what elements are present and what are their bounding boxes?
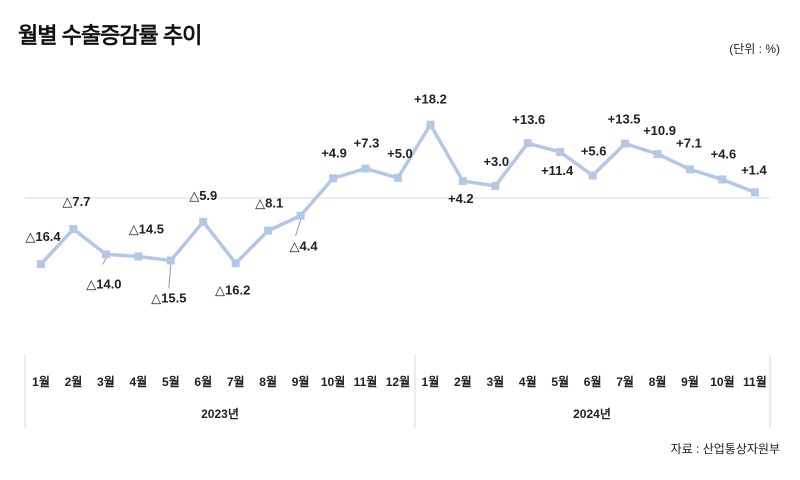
data-label: +5.6: [581, 143, 607, 158]
x-tick-label: 11월: [743, 374, 767, 389]
data-point: [361, 164, 370, 173]
data-point: [621, 139, 630, 148]
x-tick-label: 6월: [194, 374, 212, 389]
data-label: △16.2: [215, 282, 250, 297]
x-tick-label: 2월: [454, 374, 472, 389]
data-label: +7.3: [354, 136, 380, 151]
data-label: +11.4: [541, 163, 574, 178]
data-label: +13.6: [512, 112, 545, 127]
data-point: [556, 148, 565, 157]
data-label: +18.2: [414, 92, 447, 107]
data-point: [37, 260, 45, 269]
data-point: [329, 174, 338, 183]
x-tick-label: 11월: [354, 374, 378, 389]
x-tick-label: 9월: [292, 374, 310, 389]
data-label: +1.4: [741, 162, 767, 177]
unit-label: (단위 : %): [729, 42, 780, 56]
data-point: [231, 259, 240, 268]
data-point: [69, 225, 78, 234]
x-tick-label: 7월: [227, 374, 245, 389]
data-point: [426, 120, 435, 129]
data-label: +4.6: [711, 146, 737, 161]
x-tick-label: 3월: [97, 374, 115, 389]
data-label: +3.0: [483, 154, 509, 169]
data-label: △7.7: [62, 194, 90, 209]
x-tick-label: 5월: [162, 374, 180, 389]
data-point: [718, 175, 727, 184]
data-label: △14.0: [86, 276, 121, 291]
x-tick-label: 3월: [486, 374, 504, 389]
data-label: △5.9: [189, 188, 217, 203]
data-label: +13.5: [608, 112, 641, 127]
data-point: [199, 217, 208, 226]
x-tick-label: 5월: [551, 374, 569, 389]
data-label: +4.9: [321, 145, 347, 160]
data-point: [166, 256, 175, 265]
x-tick-label: 6월: [584, 374, 602, 389]
data-point: [101, 250, 110, 259]
data-point: [296, 211, 305, 220]
leader-line: [168, 264, 172, 289]
x-tick-label: 1월: [32, 374, 50, 389]
x-tick-label: 2월: [65, 374, 83, 389]
data-point: [264, 226, 273, 235]
data-label: △14.5: [129, 221, 164, 236]
source-note: 자료 : 산업통상자원부: [670, 442, 780, 456]
x-tick-label: 4월: [519, 374, 537, 389]
x-tick-label: 7월: [616, 374, 634, 389]
data-label: △16.4: [25, 229, 61, 244]
x-tick-label: 12월: [386, 374, 410, 389]
data-label: △8.1: [255, 196, 283, 211]
data-point: [653, 150, 662, 159]
data-label: +10.9: [643, 123, 676, 138]
x-tick-label: 4월: [129, 374, 147, 389]
x-tick-label: 1월: [422, 374, 440, 389]
x-tick-label: 8월: [649, 374, 667, 389]
data-point: [393, 173, 402, 182]
year-group-label: 2023년: [201, 407, 239, 421]
x-tick-label: 10월: [710, 374, 734, 389]
leader-line: [102, 258, 107, 265]
data-point: [588, 171, 597, 180]
data-point: [686, 165, 694, 174]
x-tick-label: 10월: [321, 374, 345, 389]
x-tick-label: 9월: [681, 374, 699, 389]
data-label: +4.2: [448, 191, 474, 206]
chart-title: 월별 수출증감률 추이: [18, 23, 202, 48]
data-point: [523, 139, 532, 148]
year-group-label: 2024년: [573, 407, 611, 421]
data-label: △15.5: [151, 290, 186, 305]
x-tick-label: 8월: [259, 374, 277, 389]
data-label: △4.4: [290, 239, 319, 254]
data-point: [491, 181, 500, 190]
data-point: [134, 252, 143, 261]
data-label: +5.0: [387, 146, 413, 161]
data-label: +7.1: [676, 135, 702, 150]
data-point: [458, 177, 467, 186]
leader-line: [295, 219, 302, 236]
data-point: [750, 188, 759, 197]
